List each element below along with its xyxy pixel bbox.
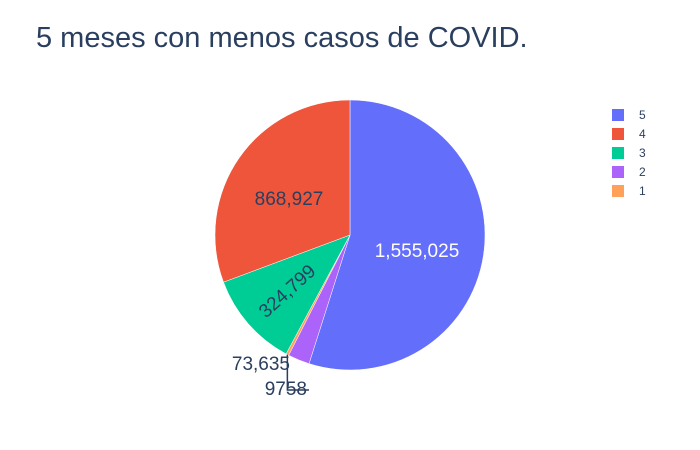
legend-item-3[interactable]: 3: [612, 146, 646, 160]
chart-title: 5 meses con menos casos de COVID.: [36, 22, 528, 54]
legend-label-2: 2: [639, 165, 646, 179]
legend-swatch-4: [612, 128, 624, 140]
slice-value-label-4: 868,927: [255, 189, 324, 210]
legend-label-4: 4: [639, 127, 646, 141]
pie-slice-3[interactable]: [223, 234, 351, 355]
legend-item-2[interactable]: 2: [612, 165, 646, 179]
slice-value-label-2: 73,635: [232, 354, 290, 375]
legend-label-3: 3: [639, 146, 646, 160]
pie-slice-5[interactable]: [308, 99, 486, 371]
pie-slice-4[interactable]: [214, 99, 351, 283]
leader-lines: [286, 354, 309, 391]
legend-label-5: 5: [639, 108, 646, 122]
legend-item-4[interactable]: 4: [612, 127, 646, 141]
legend-item-1[interactable]: 1: [612, 184, 646, 198]
legend-swatch-5: [612, 109, 624, 121]
legend-swatch-1: [612, 185, 624, 197]
legend-label-1: 1: [639, 184, 646, 198]
legend-item-5[interactable]: 5: [612, 108, 646, 122]
legend-swatch-3: [612, 147, 624, 159]
legend-swatch-2: [612, 166, 624, 178]
slice-value-label-5: 1,555,025: [375, 241, 460, 262]
pie-slices: [214, 99, 486, 371]
leader-line-1: [286, 354, 309, 391]
slice-value-label-1: 9758: [265, 379, 307, 400]
legend: 5 4 3 2 1: [612, 108, 646, 198]
